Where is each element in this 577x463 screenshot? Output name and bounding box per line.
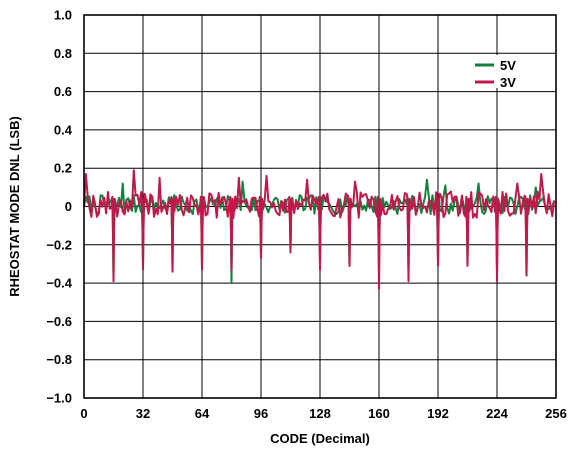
x-axis-title: CODE (Decimal) [270, 431, 370, 446]
x-tick-label: 32 [136, 406, 150, 421]
y-tick-label: 1.0 [54, 8, 72, 23]
y-tick-label: 0.4 [54, 122, 73, 137]
x-tick-label: 256 [545, 406, 567, 421]
grid [83, 14, 557, 399]
y-tick-label: −1.0 [46, 391, 72, 406]
x-tick-label: 128 [309, 406, 331, 421]
y-tick-label: 0 [65, 199, 72, 214]
y-tick-label: 0.6 [54, 84, 72, 99]
legend-label-3v: 3V [500, 75, 516, 90]
tick-labels: 0 32 64 96 128 160 192 224 256 1.0 0.8 0.6 0.4 0.2 0 −0… [46, 8, 567, 422]
y-tick-label: −0.2 [46, 237, 72, 252]
y-tick-label: 0.8 [54, 46, 72, 61]
y-tick-label: −0.4 [46, 276, 72, 291]
x-tick-label: 224 [486, 406, 508, 421]
plot-frame [83, 14, 557, 399]
series-line-3v [83, 169, 556, 290]
y-tick-label: −0.8 [46, 352, 72, 367]
x-tick-label: 0 [80, 406, 87, 421]
x-tick-label: 96 [254, 406, 268, 421]
x-tick-label: 192 [427, 406, 449, 421]
y-tick-label: 0.2 [54, 161, 72, 176]
legend-label-5v: 5V [500, 58, 516, 73]
x-tick-label: 64 [195, 406, 210, 421]
legend: 5V 3V [471, 55, 529, 90]
y-tick-label: −0.6 [46, 314, 72, 329]
x-tick-label: 160 [368, 406, 390, 421]
series-layer [83, 169, 556, 290]
y-axis-title: RHEOSTAT MODE DNL (LSB) [7, 116, 22, 297]
